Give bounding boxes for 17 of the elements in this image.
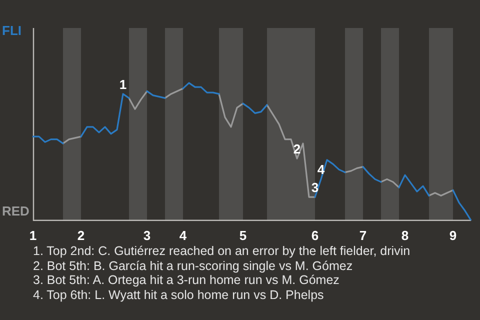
x-tick-label: 1 <box>29 228 37 243</box>
x-tick-label: 6 <box>311 228 319 243</box>
x-tick-label: 8 <box>401 228 409 243</box>
text: 1. Top 2nd: C. Gutiérrez reached on an error by the left fielder, drivin <box>33 244 412 258</box>
x-tick-label: 7 <box>359 228 367 243</box>
text: 2. Bot 5th: B. García hit a run-scoring single vs M. Gómez <box>33 258 354 273</box>
text: RED <box>2 203 30 218</box>
x-tick-label: 4 <box>179 228 188 243</box>
x-tick-label: 9 <box>449 228 457 243</box>
annotation: 1 <box>119 77 127 92</box>
annotation: 2 <box>293 142 301 157</box>
text: FLI <box>2 23 22 38</box>
text: 4. Top 6th: L. Wyatt hit a solo home run vs D. Phelps <box>33 288 325 302</box>
x-tick-label: 5 <box>239 228 247 243</box>
text: 3. Bot 5th: A. Ortega hit a 3-run home run vs M. Gómez <box>33 273 340 288</box>
x-tick-label: 2 <box>77 228 85 243</box>
x-tick-label: 3 <box>143 228 151 243</box>
